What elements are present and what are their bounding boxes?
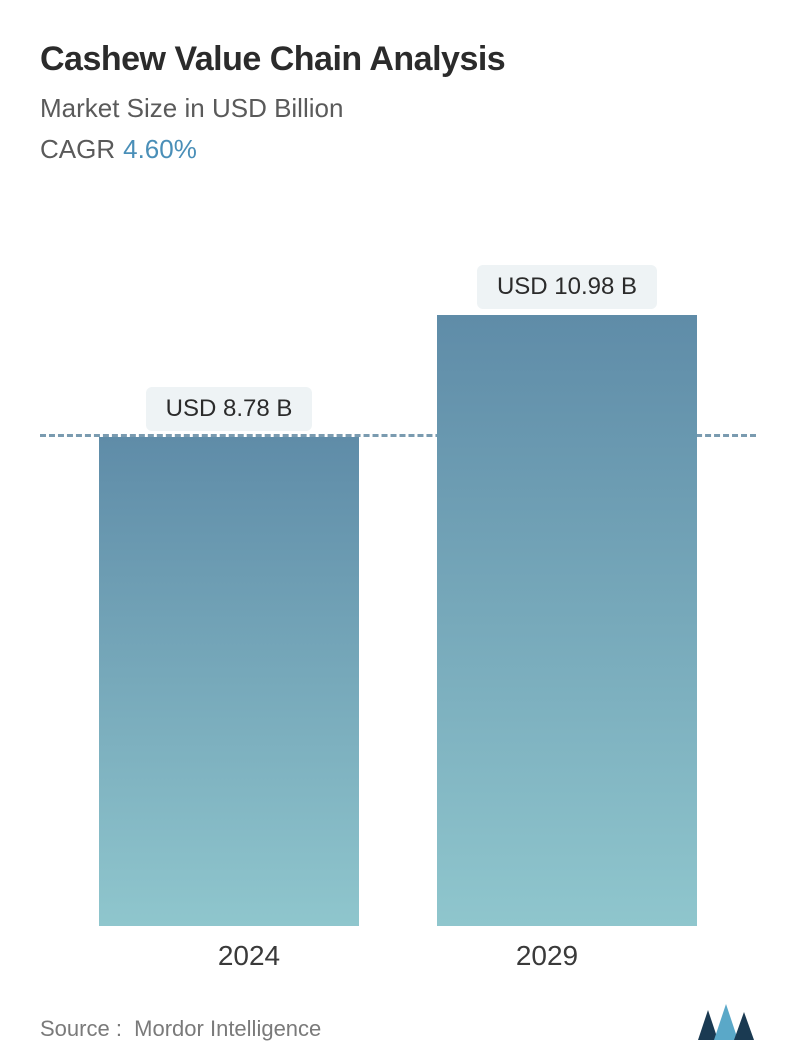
bar-wrapper-2024: USD 8.78 B [99,387,359,926]
bar-wrapper-2029: USD 10.98 B [437,265,697,926]
chart-subtitle: Market Size in USD Billion [40,93,756,124]
chart-footer: Source : Mordor Intelligence [40,972,756,1042]
value-label-2024: USD 8.78 B [146,387,313,431]
brand-logo-icon [696,1002,756,1042]
source-text: Source : Mordor Intelligence [40,1016,321,1042]
value-label-2029: USD 10.98 B [477,265,657,309]
x-axis-labels: 2024 2029 [40,926,756,972]
chart-title: Cashew Value Chain Analysis [40,40,756,79]
bar-2029 [437,315,697,926]
chart-container: Cashew Value Chain Analysis Market Size … [0,0,796,1034]
x-label-2024: 2024 [119,940,379,972]
bar-2024 [99,437,359,926]
source-name: Mordor Intelligence [134,1016,321,1041]
cagr-row: CAGR 4.60% [40,134,756,165]
source-label: Source : [40,1016,122,1041]
cagr-value: 4.60% [123,134,197,164]
cagr-label: CAGR [40,134,115,164]
chart-area: USD 8.78 B USD 10.98 B [40,205,756,926]
x-label-2029: 2029 [417,940,677,972]
